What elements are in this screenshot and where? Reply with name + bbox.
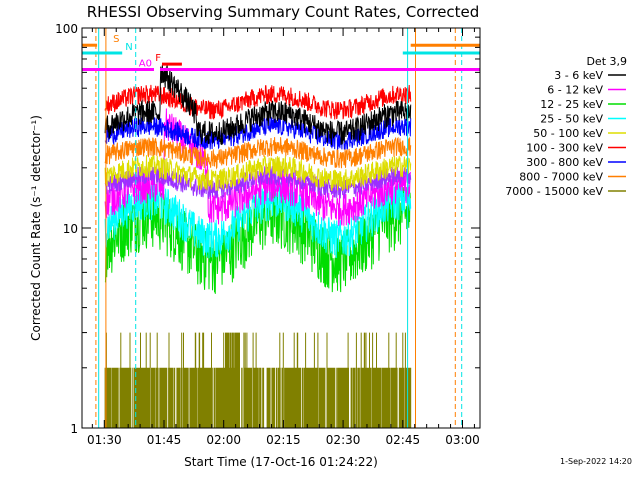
x-tick-label: 02:45	[386, 433, 421, 447]
x-tick-label: 02:00	[206, 433, 241, 447]
legend-entry-label: 6 - 12 keV	[547, 84, 603, 97]
plot-area: SN FA0	[82, 28, 480, 428]
series-800-7000-kev	[104, 136, 412, 170]
chart-title: RHESSI Observing Summary Count Rates, Co…	[87, 3, 480, 21]
footer-date: 1-Sep-2022 14:20	[560, 457, 632, 466]
y-tick-label: 10	[63, 222, 78, 236]
legend-entry-label: 12 - 25 keV	[540, 98, 603, 111]
x-tick-label: 03:00	[445, 433, 480, 447]
x-tick-label: 02:30	[326, 433, 361, 447]
x-axis-label: Start Time (17-Oct-16 01:24:22)	[184, 455, 378, 469]
x-tick-label: 01:45	[147, 433, 182, 447]
axes: 01:30 01:45 02:00 02:15 02:30 02:45 03:00 1 10 10…	[29, 22, 480, 469]
event-label-f: F	[155, 53, 161, 64]
y-axis-label: Corrected Count Rate (s⁻¹ detector⁻¹)	[29, 115, 43, 341]
legend-entry-label: 3 - 6 keV	[554, 69, 603, 82]
series-6-12-kev	[104, 108, 412, 226]
series-100-300-kev	[104, 84, 412, 120]
event-label-n: N	[125, 42, 132, 53]
event-label-a0: A0	[139, 59, 152, 70]
legend-entry-label: 25 - 50 keV	[540, 113, 603, 126]
x-tick-label: 02:15	[266, 433, 301, 447]
x-tick-label: 01:30	[87, 433, 122, 447]
legend-entry-label: 800 - 7000 keV	[519, 171, 603, 184]
legend-entry-label: 50 - 100 keV	[533, 127, 603, 140]
series-3-6-kev	[104, 64, 412, 146]
event-label-s: S	[113, 34, 119, 45]
y-tick-label: 1	[70, 422, 78, 436]
series-7000-15000-kev	[104, 332, 412, 428]
legend-entry-label: 300 - 800 keV	[526, 156, 603, 169]
y-tick-label: 100	[55, 22, 78, 36]
legend-entry-label: 7000 - 15000 keV	[505, 185, 603, 198]
legend-title: Det 3,9	[586, 55, 627, 68]
series-50-100-kev	[104, 155, 412, 192]
legend-entry-label: 100 - 300 keV	[526, 142, 603, 155]
series-300-800-kev	[104, 116, 412, 150]
